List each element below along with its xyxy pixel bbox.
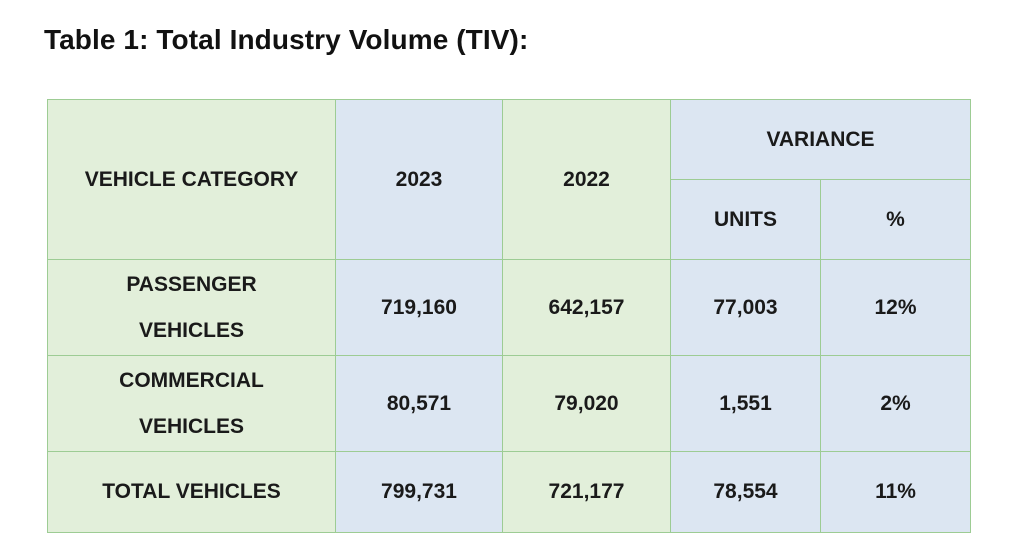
table-row: PASSENGER VEHICLES 719,160 642,157 77,003… [47, 259, 971, 356]
cell-2023: 80,571 [335, 355, 503, 452]
category-line2: VEHICLES [138, 318, 245, 342]
cell-percent: 12% [820, 259, 971, 356]
cell-percent: 2% [820, 355, 971, 452]
table-row: TOTAL VEHICLES 799,731 721,177 78,554 11… [47, 451, 971, 533]
table-row: COMMERCIAL VEHICLES 80,571 79,020 1,551 2… [47, 355, 971, 452]
tiv-table: VEHICLE CATEGORY 2023 2022 VARIANCE UNIT… [47, 99, 971, 533]
header-row: VEHICLE CATEGORY 2023 2022 VARIANCE [47, 99, 971, 260]
category-line1: PASSENGER [126, 272, 257, 296]
cell-2023: 719,160 [335, 259, 503, 356]
cell-units: 78,554 [670, 451, 821, 533]
header-units: UNITS [670, 179, 821, 260]
row-category-commercial: COMMERCIAL VEHICLES [47, 355, 336, 452]
category-line1: COMMERCIAL [119, 368, 264, 392]
category-line2: VEHICLES [138, 414, 245, 438]
cell-2022: 79,020 [502, 355, 671, 452]
header-variance: VARIANCE [670, 99, 971, 180]
header-vehicle-category: VEHICLE CATEGORY [47, 99, 336, 260]
cell-percent: 11% [820, 451, 971, 533]
table-title: Table 1: Total Industry Volume (TIV): [44, 24, 529, 55]
header-subrow: UNITS % [48, 179, 971, 260]
cell-2022: 721,177 [502, 451, 671, 533]
cell-2023: 799,731 [335, 451, 503, 533]
header-2023: 2023 [335, 99, 503, 260]
cell-units: 77,003 [670, 259, 821, 356]
header-2022: 2022 [502, 99, 671, 260]
cell-2022: 642,157 [502, 259, 671, 356]
cell-units: 1,551 [670, 355, 821, 452]
header-percent: % [820, 179, 971, 260]
row-category-passenger: PASSENGER VEHICLES [47, 259, 336, 356]
row-category-total: TOTAL VEHICLES [47, 451, 336, 533]
